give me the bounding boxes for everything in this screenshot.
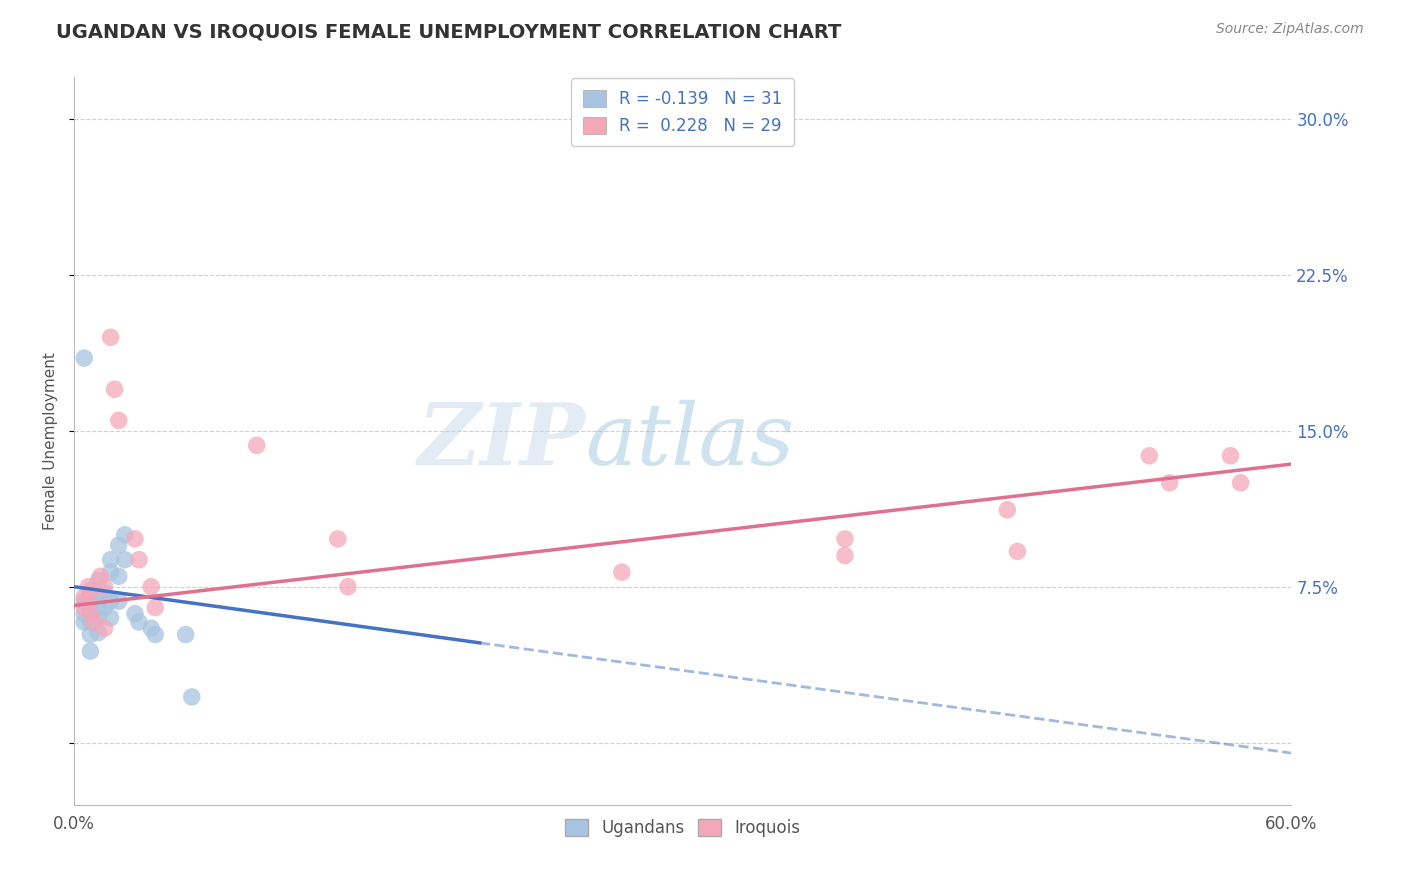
Point xyxy=(100,330,122,344)
Point xyxy=(77,580,100,594)
Text: atlas: atlas xyxy=(585,400,794,483)
Point xyxy=(1229,475,1251,490)
Point xyxy=(79,627,101,641)
Point xyxy=(73,351,96,365)
Point xyxy=(107,538,129,552)
Point xyxy=(73,615,96,629)
Point xyxy=(107,569,129,583)
Point xyxy=(83,615,105,629)
Point xyxy=(79,605,101,619)
Point xyxy=(87,600,110,615)
Point xyxy=(114,528,136,542)
Point xyxy=(1159,475,1181,490)
Point xyxy=(73,594,96,608)
Point xyxy=(128,615,150,629)
Point xyxy=(834,549,856,563)
Point xyxy=(73,590,96,604)
Point xyxy=(104,382,127,396)
Point xyxy=(89,569,111,583)
Point xyxy=(100,594,122,608)
Point xyxy=(87,590,110,604)
Point xyxy=(174,627,197,641)
Point xyxy=(141,580,163,594)
Point xyxy=(87,574,110,588)
Point xyxy=(124,532,146,546)
Point xyxy=(128,552,150,566)
Point xyxy=(143,627,166,641)
Point xyxy=(610,565,633,579)
Point xyxy=(100,565,122,579)
Point xyxy=(79,596,101,610)
Point xyxy=(995,503,1018,517)
Point xyxy=(180,690,202,704)
Point xyxy=(79,586,101,600)
Point xyxy=(93,586,115,600)
Point xyxy=(79,615,101,629)
Y-axis label: Female Unemployment: Female Unemployment xyxy=(44,352,58,530)
Point xyxy=(79,607,101,621)
Point xyxy=(93,580,115,594)
Point xyxy=(141,621,163,635)
Point xyxy=(834,532,856,546)
Point xyxy=(1137,449,1160,463)
Text: UGANDAN VS IROQUOIS FEMALE UNEMPLOYMENT CORRELATION CHART: UGANDAN VS IROQUOIS FEMALE UNEMPLOYMENT … xyxy=(56,22,842,41)
Point xyxy=(326,532,349,546)
Point xyxy=(246,438,269,452)
Point xyxy=(93,600,115,615)
Point xyxy=(124,607,146,621)
Point xyxy=(73,607,96,621)
Legend: Ugandans, Iroquois: Ugandans, Iroquois xyxy=(558,813,807,844)
Point xyxy=(100,611,122,625)
Point xyxy=(100,552,122,566)
Point xyxy=(79,644,101,658)
Text: Source: ZipAtlas.com: Source: ZipAtlas.com xyxy=(1216,22,1364,37)
Point xyxy=(107,413,129,427)
Point xyxy=(87,611,110,625)
Point xyxy=(114,552,136,566)
Point xyxy=(77,594,100,608)
Text: ZIP: ZIP xyxy=(418,400,585,483)
Point xyxy=(1007,544,1029,558)
Point xyxy=(93,621,115,635)
Point xyxy=(1219,449,1241,463)
Point xyxy=(107,594,129,608)
Point xyxy=(79,583,101,598)
Point xyxy=(143,600,166,615)
Point xyxy=(87,625,110,640)
Point xyxy=(336,580,359,594)
Point xyxy=(73,600,96,615)
